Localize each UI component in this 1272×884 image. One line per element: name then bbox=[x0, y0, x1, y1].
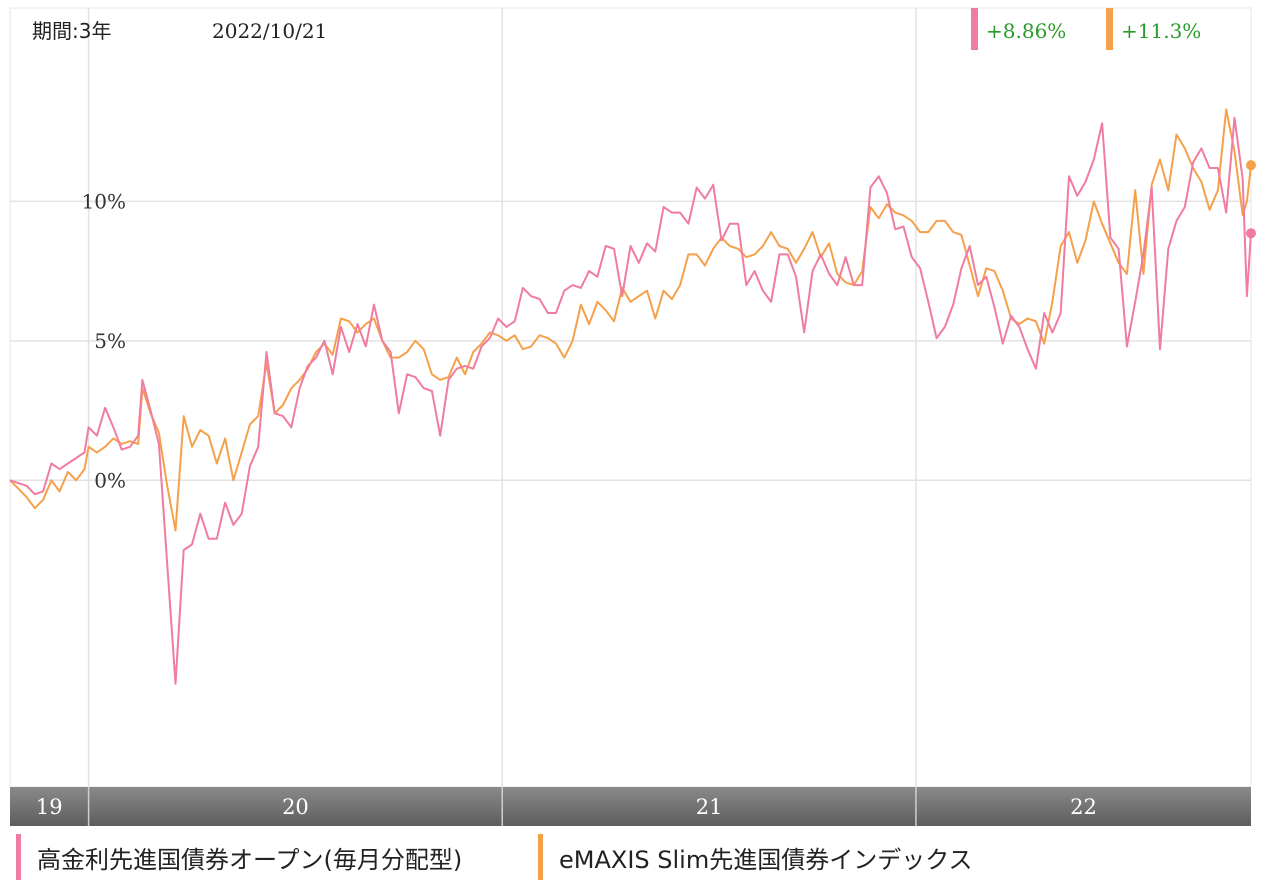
date-label: 2022/10/21 bbox=[212, 19, 327, 43]
x-tick-label: 20 bbox=[282, 795, 309, 819]
legend-item-2: eMAXIS Slim先進国債券インデックス bbox=[538, 834, 973, 880]
y-tick-label: 5% bbox=[94, 329, 126, 353]
badge-value-1: +8.86% bbox=[986, 19, 1066, 43]
series-end-marker-2 bbox=[1246, 160, 1256, 171]
series-line-1 bbox=[9, 116, 1252, 685]
badge-swatch-2 bbox=[1106, 8, 1113, 50]
series-layer bbox=[9, 108, 1256, 685]
grid-layer bbox=[10, 8, 1251, 787]
legend: 高金利先進国債券オープン(毎月分配型) eMAXIS Slim先進国債券インデッ… bbox=[0, 826, 1272, 884]
badge-swatch-1 bbox=[971, 8, 978, 50]
x-tick-label: 21 bbox=[696, 795, 723, 819]
x-tick-label: 19 bbox=[36, 795, 63, 819]
y-tick-labels: 0% 5% 10% bbox=[82, 189, 126, 492]
chart-header: 期間:3年 2022/10/21 +8.86% +11.3% bbox=[32, 8, 1201, 50]
x-tick-label: 22 bbox=[1070, 795, 1097, 819]
period-label: 期間:3年 bbox=[32, 19, 111, 43]
x-axis-band bbox=[10, 787, 1251, 826]
line-chart: 0% 5% 10% 期間:3年 2022/10/21 +8.86% +11.3% 1… bbox=[9, 7, 1256, 826]
x-tick-labels: 19 20 21 22 bbox=[36, 787, 1097, 826]
plot-background bbox=[9, 7, 1252, 788]
legend-swatch-1 bbox=[16, 834, 21, 880]
series-line-2 bbox=[9, 108, 1252, 532]
y-tick-label: 0% bbox=[94, 468, 126, 492]
series-end-marker-1 bbox=[1246, 228, 1256, 239]
legend-label-1: 高金利先進国債券オープン(毎月分配型) bbox=[37, 845, 463, 874]
legend-label-2: eMAXIS Slim先進国債券インデックス bbox=[559, 845, 973, 874]
badge-value-2: +11.3% bbox=[1121, 19, 1201, 43]
legend-swatch-2 bbox=[538, 834, 543, 880]
legend-item-1: 高金利先進国債券オープン(毎月分配型) bbox=[16, 834, 462, 880]
y-tick-label: 10% bbox=[82, 189, 126, 213]
